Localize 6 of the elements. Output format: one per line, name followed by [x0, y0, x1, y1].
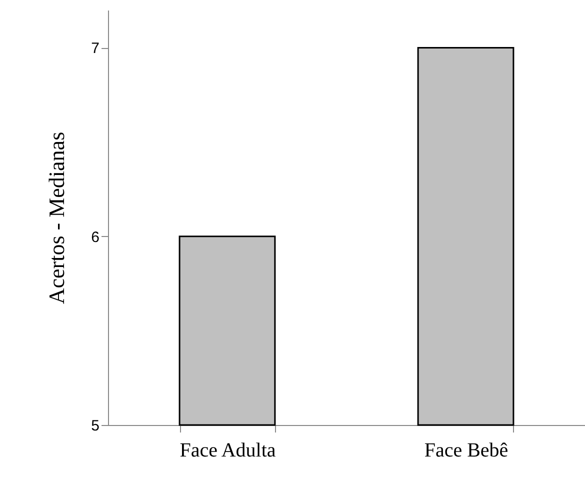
y-tick-label: 5 [91, 418, 100, 434]
x-tick-label: Face Bebê [424, 440, 508, 462]
y-axis-title: Acertos - Medianas [44, 132, 70, 304]
y-tick-label: 6 [91, 228, 100, 246]
y-tick-label: 7 [91, 40, 100, 58]
x-tick-label: Face Adulta [180, 440, 276, 462]
